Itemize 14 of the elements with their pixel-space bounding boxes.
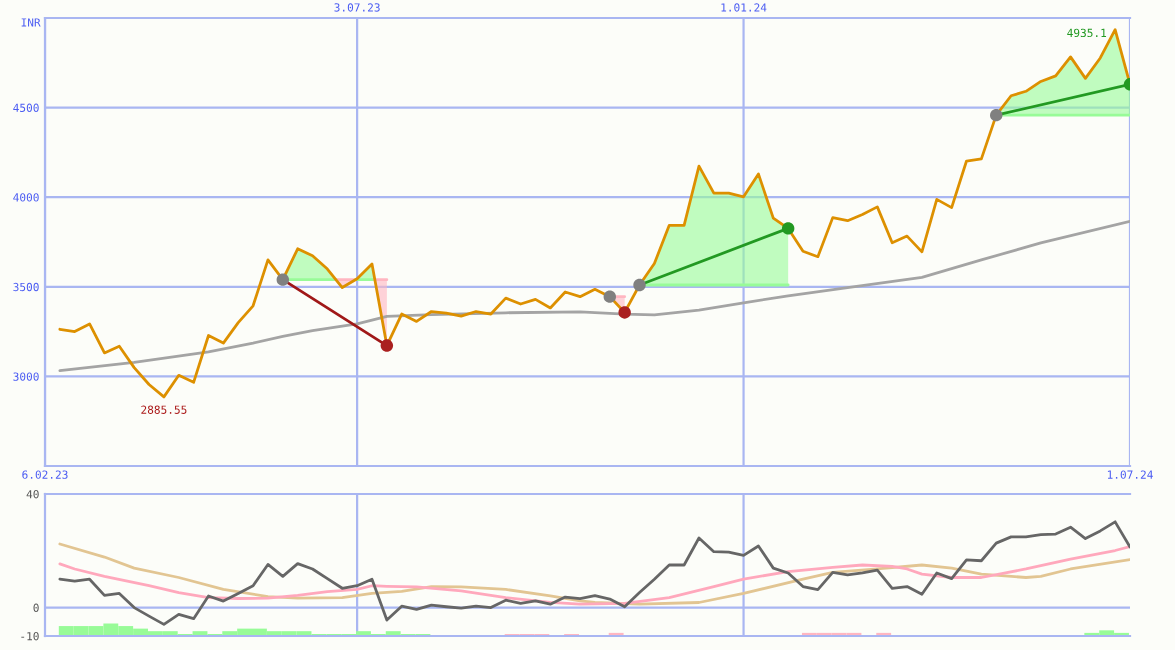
y-tick-label: 3000 <box>13 372 39 381</box>
y-tick-label: -10 <box>21 632 39 641</box>
y-tick-label: 40 <box>26 490 39 499</box>
y-tick-label: 3500 <box>13 282 39 292</box>
x2-tick-label: 3.07.23 <box>334 3 380 12</box>
x-tick-label: 1.07.24 <box>1107 470 1153 479</box>
annotation: 2885.55 <box>141 405 187 414</box>
x-tick-label: 6.02.23 <box>22 470 68 479</box>
y-tick-label: 4500 <box>13 103 39 113</box>
y-tick-label: 0 <box>33 603 39 613</box>
y-axis-title: INR <box>21 18 41 27</box>
y-tick-label: 4000 <box>13 193 39 202</box>
annotation: 4935.1 <box>1067 28 1107 38</box>
x2-tick-label: 1.01.24 <box>721 3 767 12</box>
